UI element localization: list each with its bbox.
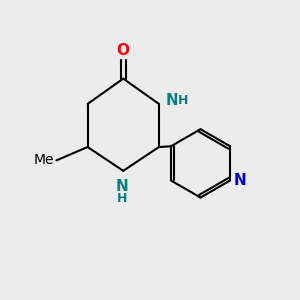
Text: N: N <box>234 173 246 188</box>
Text: H: H <box>117 192 127 205</box>
Text: Me: Me <box>34 153 54 167</box>
Text: N: N <box>166 94 178 109</box>
Text: O: O <box>117 43 130 58</box>
Text: H: H <box>178 94 188 107</box>
Text: N: N <box>116 179 128 194</box>
